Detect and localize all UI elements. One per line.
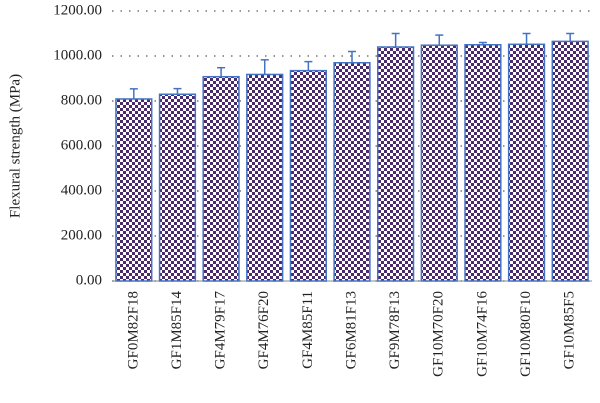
bar (507, 43, 546, 282)
x-tick-label: GF10M70F20 (431, 291, 447, 377)
bar (420, 44, 458, 282)
y-tick-label: 600.00 (61, 137, 102, 153)
error-bar (260, 59, 269, 75)
error-bar (566, 32, 575, 42)
x-tick-label: GF4M85F11 (300, 291, 316, 369)
bar (246, 73, 284, 282)
error-bar (478, 41, 487, 45)
x-tick-label: GF0M82F18 (125, 291, 141, 369)
error-bar (304, 60, 313, 71)
error-bar (217, 66, 226, 77)
x-tick-label: GF9M78F13 (387, 291, 403, 369)
bar (158, 93, 197, 282)
x-tick-label: GF4M76F20 (256, 291, 272, 369)
error-bar (435, 34, 444, 46)
y-tick-label: 1200.00 (53, 2, 102, 18)
x-tick-label: GF10M80F10 (518, 291, 534, 377)
error-bar (129, 88, 138, 99)
error-bar (522, 32, 531, 45)
bar (202, 75, 240, 282)
y-tick-label: 800.00 (61, 92, 102, 108)
x-tick-label: GF1M85F14 (169, 291, 185, 370)
x-tick-label: GF10M74F16 (474, 291, 490, 377)
error-bar (173, 87, 182, 95)
bar (464, 44, 502, 282)
x-tick-label: GF6M81F13 (343, 291, 359, 369)
bar (376, 46, 415, 282)
error-bar (391, 32, 400, 47)
y-tick-label: 400.00 (61, 182, 102, 198)
bar (551, 40, 589, 282)
error-bar (348, 50, 356, 63)
y-tick-label: 200.00 (61, 227, 102, 243)
y-tick-label: 0.00 (76, 272, 102, 288)
x-tick-label: GF10M85F5 (562, 291, 578, 369)
bar (115, 98, 153, 282)
y-axis-label: Flexural strength (MPa) (7, 74, 23, 218)
bar (333, 62, 371, 282)
y-tick-label: 1000.00 (53, 47, 102, 63)
bar (289, 69, 328, 282)
x-tick-label: GF4M79F17 (213, 291, 229, 370)
